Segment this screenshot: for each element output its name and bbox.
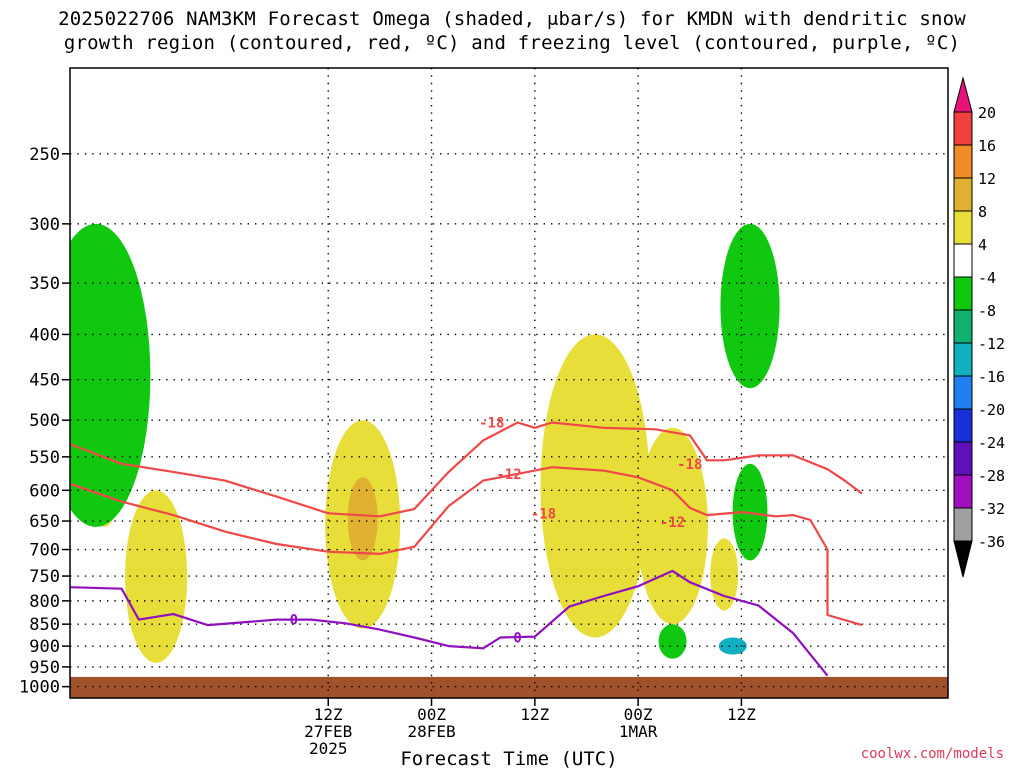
colorbar-label-9: -20 — [978, 401, 1005, 419]
contour-label-0-0: -18 — [479, 416, 504, 432]
x-tick-label-36: 12Z — [520, 705, 549, 724]
colorbar-label-0: 20 — [978, 104, 996, 122]
contour-label-0-1: -18 — [531, 506, 556, 522]
omega-region-8 — [720, 223, 780, 389]
omega-region-10 — [658, 624, 687, 659]
x-axis-label: Forecast Time (UTC) — [400, 748, 617, 768]
chart-title-line-1: 2025022706 NAM3KM Forecast Omega (shaded… — [58, 8, 966, 30]
omega-region-6 — [347, 477, 378, 561]
credit-text: coolwx.com/models — [860, 746, 1004, 762]
y-tick-label-350: 350 — [29, 274, 60, 294]
y-tick-label-500: 500 — [29, 411, 60, 431]
ground-fill — [70, 676, 948, 698]
y-tick-label-1000: 1000 — [19, 678, 60, 698]
y-tick-label-300: 300 — [29, 215, 60, 235]
colorbar-segment-8 — [953, 342, 973, 377]
y-tick-label-650: 650 — [29, 512, 60, 532]
contour-label-2-0: 0 — [290, 613, 298, 629]
colorbar-label-13: -36 — [978, 533, 1005, 551]
y-tick-label-800: 800 — [29, 592, 60, 612]
colorbar: 20 16 12 8 4 -4 -8 -12 -16 -20 -24 -28 -32 -36 — [953, 76, 1005, 578]
colorbar-top-arrow — [953, 76, 973, 113]
y-tick-label-250: 250 — [29, 145, 60, 165]
colorbar-segment-5 — [953, 243, 973, 278]
colorbar-segment-6 — [953, 276, 973, 311]
y-tick-label-600: 600 — [29, 481, 60, 501]
y-tick-label-850: 850 — [29, 615, 60, 635]
x-tick-year-12: 2025 — [309, 739, 348, 758]
contour-line-2 — [70, 569, 829, 677]
x-tick-date-12: 27FEB — [304, 722, 352, 741]
contour-label-2-1: 0 — [513, 631, 521, 647]
y-tick-label-700: 700 — [29, 541, 60, 561]
omega-region-3 — [540, 334, 650, 638]
colorbar-segment-1 — [953, 111, 973, 146]
contour-label-1-0: -12 — [496, 467, 521, 483]
x-tick-label-48: 00Z — [624, 705, 653, 724]
omega-region-4 — [637, 427, 708, 625]
colorbar-segment-4 — [953, 210, 973, 245]
colorbar-bottom-arrow — [953, 540, 973, 578]
colorbar-label-12: -32 — [978, 500, 1005, 518]
y-tick-label-950: 950 — [29, 658, 60, 678]
colorbar-segment-2 — [953, 144, 973, 179]
x-tick-label-60: 12Z — [727, 705, 756, 724]
omega-region-11 — [718, 637, 747, 655]
y-tick-label-450: 450 — [29, 371, 60, 391]
colorbar-label-2: 12 — [978, 170, 996, 188]
colorbar-segment-3 — [953, 177, 973, 212]
colorbar-segment-11 — [953, 441, 973, 476]
contour-line-1 — [70, 466, 863, 627]
colorbar-label-4: 4 — [978, 236, 987, 254]
contour-label-1-1: -12 — [660, 515, 685, 531]
colorbar-label-8: -16 — [978, 368, 1005, 386]
plot-frame — [69, 67, 949, 699]
colorbar-label-10: -24 — [978, 434, 1005, 452]
y-tick-label-550: 550 — [29, 448, 60, 468]
y-tick-label-400: 400 — [29, 325, 60, 345]
colorbar-segment-9 — [953, 375, 973, 410]
y-tick-label-750: 750 — [29, 567, 60, 587]
colorbar-label-7: -12 — [978, 335, 1005, 353]
x-tick-date-24: 28FEB — [407, 722, 455, 741]
colorbar-segment-12 — [953, 474, 973, 509]
chart-title-line-2: growth region (contoured, red, ºC) and f… — [63, 32, 961, 54]
colorbar-segment-13 — [953, 507, 973, 542]
colorbar-label-6: -8 — [978, 302, 996, 320]
y-tick-label-900: 900 — [29, 637, 60, 657]
x-tick-label-24: 00Z — [417, 705, 446, 724]
colorbar-segment-10 — [953, 408, 973, 443]
colorbar-label-11: -28 — [978, 467, 1005, 485]
contour-line-0 — [70, 421, 863, 518]
x-tick-date-48: 1MAR — [619, 722, 658, 741]
contour-label-0-2: -18 — [677, 457, 702, 473]
colorbar-label-5: -4 — [978, 269, 996, 287]
colorbar-label-1: 16 — [978, 137, 996, 155]
colorbar-segment-7 — [953, 309, 973, 344]
x-tick-label-12: 12Z — [314, 705, 343, 724]
colorbar-label-3: 8 — [978, 203, 987, 221]
